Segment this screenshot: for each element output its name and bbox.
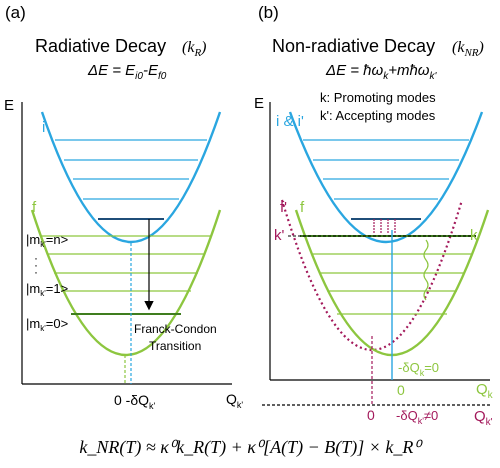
panel-a-dots: ···	[34, 251, 38, 279]
panel-b-dq-kprime: -δQk'≠0	[396, 408, 438, 426]
panel-b-zero-kprime: 0	[367, 407, 375, 423]
panel-b-legend-promoting: k: Promoting modes	[320, 90, 436, 105]
panel-b-state-fprime: f'	[280, 199, 287, 216]
panel-a-state-i: i	[42, 119, 45, 136]
panel-a-transition-line1: Franck-Condon	[134, 322, 217, 336]
panel-b-label-kprime: k'	[274, 227, 285, 244]
panel-a-parabola-f	[30, 209, 222, 357]
panel-b-parabola-i	[288, 111, 484, 243]
panel-b-equation: ΔE = ħωk+mħωk'	[325, 62, 437, 82]
panel-b-label-k: k	[470, 227, 478, 244]
panel-b-state-ii: i & i'	[276, 113, 304, 130]
rate-formula: k_NR(T) ≈ κ⁰k_R(T) + κ⁰[A(T) − B(T)] × k…	[79, 437, 423, 458]
panel-a-state-f: f	[32, 199, 37, 216]
panel-a-title: Radiative Decay	[35, 36, 166, 56]
panel-b-title: Non-radiative Decay	[272, 36, 435, 56]
panel-a-axis-e: E	[4, 97, 14, 114]
panel-b-dq-k: -δQk=0	[398, 360, 439, 378]
panel-b-title-symbol: (kNR)	[452, 39, 484, 59]
panel-a-parabola-i	[40, 111, 222, 243]
panel-b-legend-accepting: k': Accepting modes	[320, 108, 436, 123]
panel-a-label: (a)	[5, 3, 26, 22]
panel-a-shift-label: 0 -δQk'	[114, 392, 156, 411]
panel-a-transition-line2: Transition	[149, 339, 201, 353]
panel-b-zero-k: 0	[397, 382, 405, 398]
panel-b-state-f: f	[300, 199, 305, 216]
panel-a-equation: ΔE = Ei0-Ef0	[87, 62, 167, 82]
panel-a-title-symbol: (kR)	[182, 39, 207, 59]
panel-a-level-0: |mk'=0>	[26, 316, 68, 333]
panel-b-axis-qkprime: Qk'	[474, 408, 493, 428]
panel-b-label: (b)	[258, 3, 279, 22]
panel-a-level-1: |mk'=1>	[26, 281, 68, 298]
panel-a-level-n: |mk'=n>	[26, 232, 68, 249]
panel-b-parabola-fprime	[280, 199, 464, 352]
panel-b-axis-e: E	[254, 95, 264, 112]
panel-a-axis-q: Qk'	[226, 391, 243, 410]
panel-b-axis-qk: Qk	[476, 381, 494, 401]
panel-b-relaxation-wave	[423, 239, 429, 301]
